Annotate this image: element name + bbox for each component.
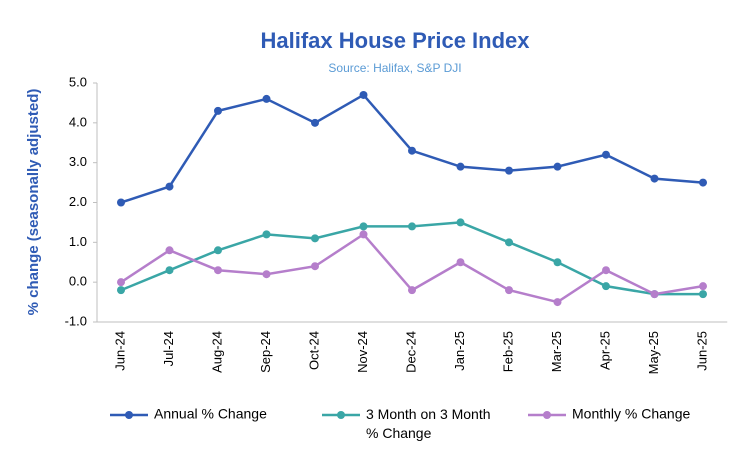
data-point bbox=[117, 198, 125, 207]
data-point bbox=[553, 258, 562, 267]
y-tick-label: 3.0 bbox=[69, 154, 87, 169]
data-point bbox=[602, 150, 610, 159]
data-point bbox=[214, 266, 222, 275]
data-point bbox=[214, 246, 222, 255]
data-point bbox=[699, 178, 707, 187]
data-point bbox=[165, 266, 174, 275]
data-point bbox=[553, 298, 562, 307]
data-point bbox=[553, 162, 562, 171]
data-point bbox=[165, 182, 174, 191]
data-point bbox=[311, 234, 319, 243]
data-point bbox=[262, 270, 271, 279]
data-point bbox=[650, 174, 659, 183]
data-point bbox=[262, 230, 271, 239]
data-point bbox=[311, 118, 319, 127]
chart-subtitle: Source: Halifax, S&P DJI bbox=[328, 61, 461, 75]
x-tick-label: Nov-24 bbox=[355, 331, 370, 373]
legend-item: Annual % Change bbox=[110, 406, 267, 422]
y-tick-label: 5.0 bbox=[69, 74, 87, 89]
legend-label: Monthly % Change bbox=[572, 406, 691, 422]
data-point bbox=[602, 266, 610, 275]
chart-title: Halifax House Price Index bbox=[261, 28, 531, 53]
data-point bbox=[650, 290, 659, 299]
x-tick-label: Sep-24 bbox=[258, 331, 273, 373]
x-tick-label: Feb-25 bbox=[500, 331, 515, 372]
y-tick-label: 0.0 bbox=[69, 274, 87, 289]
legend-marker bbox=[337, 411, 345, 419]
y-tick-label: 1.0 bbox=[69, 234, 87, 249]
x-tick-label: May-25 bbox=[646, 331, 661, 374]
data-point bbox=[214, 106, 222, 115]
data-point bbox=[505, 238, 513, 247]
x-tick-label: Mar-25 bbox=[549, 331, 564, 372]
data-point bbox=[699, 282, 707, 291]
x-tick-label: Oct-24 bbox=[306, 331, 321, 370]
data-point bbox=[408, 222, 416, 231]
data-point bbox=[408, 286, 416, 295]
data-point bbox=[359, 230, 368, 239]
y-tick-label: 2.0 bbox=[69, 194, 87, 209]
data-point bbox=[456, 258, 465, 267]
data-point bbox=[505, 286, 513, 295]
x-tick-label: Jun-25 bbox=[694, 331, 709, 371]
x-tick-label: Jul-24 bbox=[161, 331, 176, 366]
x-tick-label: Apr-25 bbox=[597, 331, 612, 370]
x-tick-label: Aug-24 bbox=[209, 331, 224, 373]
data-point bbox=[456, 162, 465, 171]
data-point bbox=[165, 246, 174, 255]
data-point bbox=[602, 282, 610, 291]
data-point bbox=[408, 146, 416, 155]
data-point bbox=[359, 222, 368, 231]
y-tick-label: -1.0 bbox=[65, 313, 87, 328]
legend-item: Monthly % Change bbox=[528, 406, 691, 422]
data-point bbox=[262, 94, 271, 103]
data-point bbox=[311, 262, 319, 271]
legend-marker bbox=[125, 411, 133, 419]
data-point bbox=[699, 290, 707, 299]
legend-marker bbox=[543, 411, 551, 419]
data-point bbox=[456, 218, 465, 227]
y-axis-label: % change (seasonally adjusted) bbox=[25, 89, 42, 316]
series-line bbox=[120, 221, 703, 296]
x-tick-label: Jan-25 bbox=[452, 331, 467, 371]
data-point bbox=[359, 90, 368, 99]
data-point bbox=[505, 166, 513, 175]
data-point bbox=[117, 278, 125, 287]
y-tick-label: 4.0 bbox=[69, 114, 87, 129]
legend-label: Annual % Change bbox=[154, 406, 267, 422]
data-point bbox=[117, 286, 125, 295]
legend-item: 3 Month on 3 Month% Change bbox=[322, 406, 491, 441]
x-tick-label: Dec-24 bbox=[403, 331, 418, 373]
legend-label: 3 Month on 3 Month% Change bbox=[366, 406, 491, 441]
x-tick-label: Jun-24 bbox=[112, 331, 127, 371]
